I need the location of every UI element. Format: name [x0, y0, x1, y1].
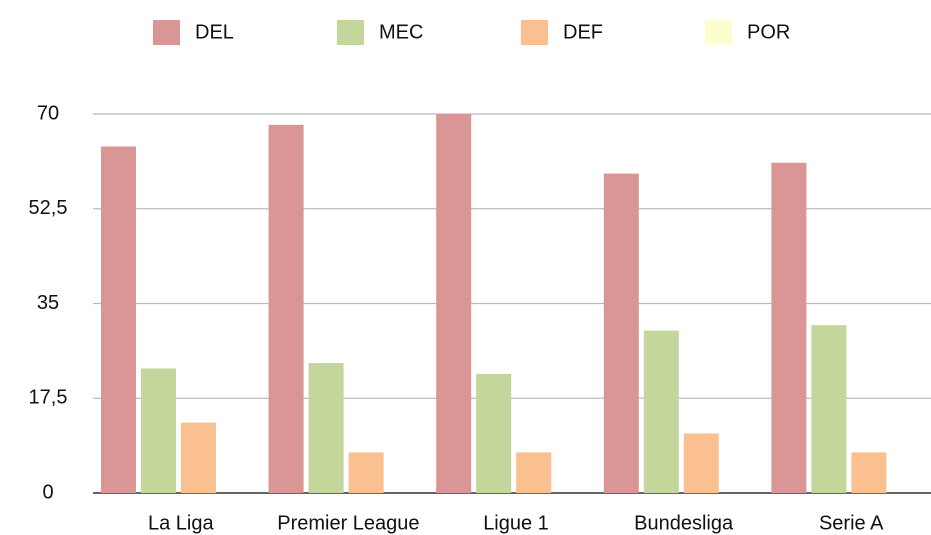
- bar: [101, 146, 136, 493]
- x-tick-label: Ligue 1: [483, 512, 549, 534]
- y-tick-label: 52,5: [29, 197, 68, 219]
- bar: [771, 162, 807, 493]
- y-tick-label: 70: [37, 102, 59, 124]
- bar: [643, 330, 679, 493]
- bar: [181, 422, 216, 493]
- y-tick-label: 35: [37, 292, 59, 314]
- x-tick-label: La Liga: [148, 512, 214, 534]
- legend-swatch: [705, 20, 732, 45]
- bar: [308, 363, 344, 493]
- x-tick-label: Bundesliga: [634, 512, 734, 534]
- y-tick-label: 17,5: [29, 387, 68, 409]
- bar: [268, 124, 304, 493]
- bar: [851, 452, 887, 493]
- legend-label: DEL: [195, 21, 234, 43]
- bar: [603, 173, 639, 494]
- legend-label: POR: [747, 21, 790, 43]
- legend-swatch: [521, 20, 548, 45]
- bar: [516, 452, 552, 493]
- legend-label: MEC: [379, 21, 423, 43]
- legend-label: DEF: [563, 21, 603, 43]
- legend-swatch: [337, 20, 364, 45]
- bar: [476, 373, 512, 493]
- x-tick-label: Premier League: [277, 512, 419, 534]
- bar: [683, 433, 719, 493]
- bar: [348, 452, 384, 493]
- bar: [811, 325, 847, 493]
- y-tick-label: 0: [42, 481, 53, 503]
- bar: [141, 368, 176, 493]
- x-tick-label: Serie A: [819, 512, 884, 534]
- legend-swatch: [153, 20, 180, 45]
- bar: [436, 114, 472, 493]
